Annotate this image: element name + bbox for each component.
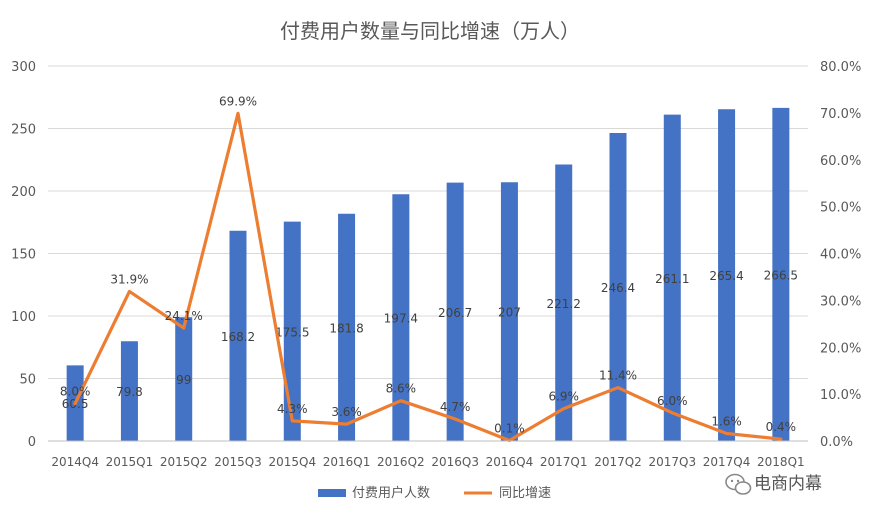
bar (772, 107, 790, 441)
left-axis-tick-label: 250 (11, 123, 36, 138)
bar-value-label: 266.5 (764, 268, 798, 282)
wechat-icon (725, 473, 752, 495)
bar (500, 182, 518, 441)
bar-value-label: 206.7 (438, 306, 472, 320)
left-axis-tick-label: 150 (11, 248, 36, 263)
growth-value-label: 6.9% (548, 390, 579, 404)
growth-value-label: 69.9% (219, 94, 257, 108)
growth-value-label: 31.9% (110, 272, 148, 286)
bar (446, 182, 464, 441)
bar (283, 221, 301, 441)
growth-value-label: 1.6% (711, 415, 742, 429)
bar-value-label: 197.4 (384, 312, 418, 326)
left-axis-tick-label: 50 (19, 373, 36, 388)
left-y-axis: 0 50 100 150 200 250 300 (11, 60, 36, 450)
bar (175, 317, 193, 441)
bar-series (66, 107, 790, 441)
x-axis-tick-label: 2016Q2 (377, 455, 425, 469)
bar (120, 341, 138, 441)
bar-value-label: 99 (176, 373, 191, 387)
right-axis-tick-label: 50.0% (820, 201, 861, 216)
bar (663, 114, 681, 441)
bar (229, 230, 247, 441)
x-axis-tick-label: 2016Q3 (431, 455, 479, 469)
legend: 付费用户人数 同比增速 (318, 485, 551, 501)
growth-value-label: 4.7% (440, 400, 471, 414)
left-axis-tick-label: 0 (28, 435, 36, 450)
legend-label-users: 付费用户人数 (352, 485, 430, 501)
gridlines (48, 65, 808, 442)
right-axis-tick-label: 20.0% (820, 341, 861, 356)
bar-value-label: 79.8 (116, 385, 143, 399)
bar (718, 109, 736, 441)
growth-value-label: 8.6% (386, 382, 417, 396)
growth-value-label: 4.3% (277, 402, 308, 416)
bar (338, 213, 356, 441)
right-axis-tick-label: 10.0% (820, 388, 861, 403)
x-axis-tick-label: 2015Q1 (106, 455, 154, 469)
right-axis-tick-label: 80.0% (820, 60, 861, 75)
legend-swatch-users (318, 489, 346, 497)
growth-value-label: 8.0% (60, 385, 91, 399)
growth-value-label: 0.4% (766, 420, 797, 434)
line-data-labels: 8.0% 31.9% 24.1% 69.9% 4.3% 3.6% 8.6% 4.7% 0.1% 6… (60, 94, 796, 435)
x-axis-tick-label: 2017Q1 (540, 455, 588, 469)
bar-value-label: 207 (498, 306, 521, 320)
bar-value-label: 181.8 (329, 321, 363, 335)
right-axis-tick-label: 0.0% (820, 435, 853, 450)
growth-line (73, 111, 783, 443)
x-axis-tick-label: 2016Q4 (486, 455, 534, 469)
x-axis-tick-label: 2015Q2 (160, 455, 208, 469)
growth-value-label: 11.4% (599, 369, 637, 383)
bar-value-label: 261.1 (655, 272, 689, 286)
right-axis-tick-label: 40.0% (820, 248, 861, 263)
growth-value-label: 0.1% (494, 422, 525, 436)
right-axis-tick-label: 30.0% (820, 294, 861, 309)
bar-value-label: 168.2 (221, 330, 255, 344)
x-axis-tick-label: 2015Q4 (268, 455, 316, 469)
growth-value-label: 6.0% (657, 394, 688, 408)
left-axis-tick-label: 200 (11, 185, 36, 200)
chart-title: 付费用户数量与同比增速（万人） (280, 19, 580, 43)
right-axis-tick-label: 70.0% (820, 107, 861, 122)
left-axis-tick-label: 300 (11, 60, 36, 75)
bar (555, 164, 573, 441)
x-axis-tick-label: 2017Q3 (648, 455, 696, 469)
growth-value-label: 3.6% (331, 405, 362, 419)
x-axis-tick-label: 2016Q1 (323, 455, 371, 469)
bar-value-label: 265.4 (709, 269, 743, 283)
bar-value-label: 175.5 (275, 325, 309, 339)
bar (609, 133, 627, 441)
line-series (73, 111, 783, 443)
bar-value-label: 246.4 (601, 281, 635, 295)
x-axis-tick-label: 2018Q1 (757, 455, 805, 469)
bar (392, 194, 410, 441)
bar-value-label: 221.2 (547, 297, 581, 311)
left-axis-tick-label: 100 (11, 310, 36, 325)
watermark: 电商内幕 (725, 473, 822, 495)
x-axis-tick-label: 2014Q4 (51, 455, 99, 469)
right-axis-tick-label: 60.0% (820, 154, 861, 169)
x-axis-tick-label: 2015Q3 (214, 455, 262, 469)
right-y-axis: 0.0% 10.0% 20.0% 30.0% 40.0% 50.0% 60.0% 70.0% 8… (820, 60, 861, 450)
legend-label-growth: 同比增速 (499, 486, 551, 501)
watermark-text: 电商内幕 (754, 474, 822, 494)
x-axis: 2014Q4 2015Q1 2015Q2 2015Q3 2015Q4 2016Q1 2016… (48, 440, 808, 469)
x-axis-tick-label: 2017Q2 (594, 455, 642, 469)
growth-value-label: 24.1% (165, 309, 203, 323)
x-axis-tick-label: 2017Q4 (703, 455, 751, 469)
